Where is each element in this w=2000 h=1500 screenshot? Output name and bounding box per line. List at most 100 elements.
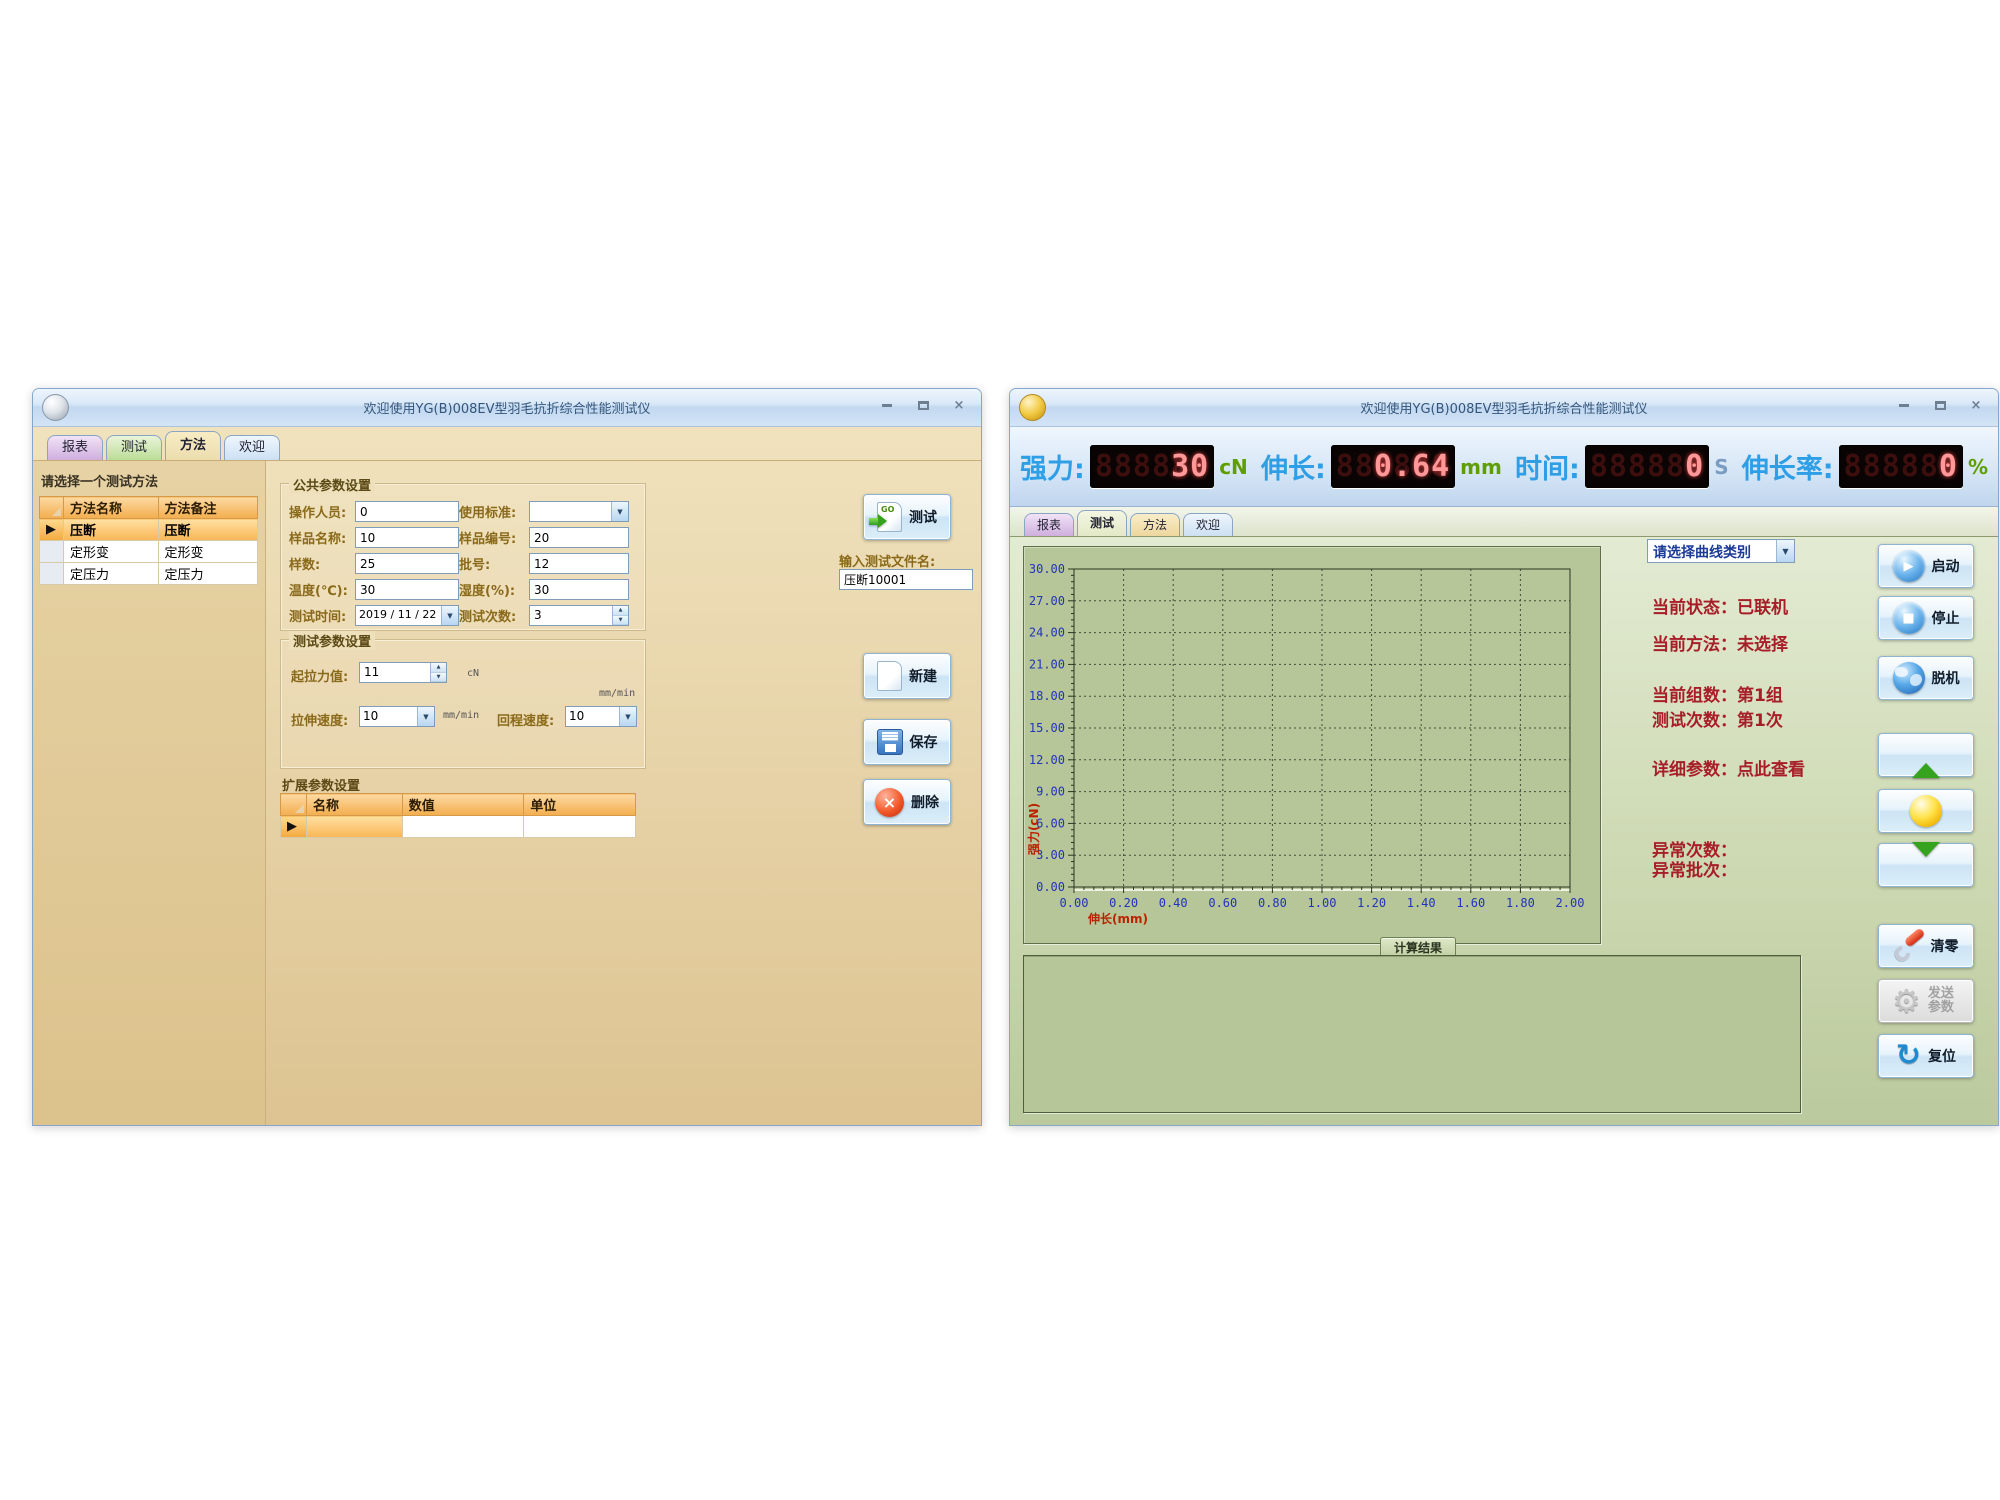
spin-up-icon[interactable]: ▲ bbox=[613, 606, 628, 616]
tab-report[interactable]: 报表 bbox=[1024, 513, 1075, 536]
method-name-cell[interactable]: 定形变 bbox=[62, 540, 159, 563]
window-title: 欢迎使用YG(B)008EV型羽毛抗折综合性能测试仪 bbox=[1360, 402, 1648, 417]
method-note-cell[interactable]: 压断 bbox=[157, 518, 259, 541]
spin-down-icon[interactable]: ▼ bbox=[613, 615, 628, 625]
new-button[interactable]: 新建 bbox=[863, 653, 951, 699]
sample-no-input[interactable] bbox=[529, 527, 629, 548]
calc-results-label[interactable]: 计算结果 bbox=[1380, 937, 1456, 956]
ext-table-header: 名称 数值 单位 bbox=[280, 793, 636, 816]
ext-name-cell[interactable] bbox=[305, 815, 403, 838]
method-note-cell[interactable]: 定形变 bbox=[157, 540, 259, 563]
run-test-button[interactable]: GO 测试 bbox=[863, 494, 951, 540]
start-force-value: 11 bbox=[364, 665, 380, 679]
maximize-button[interactable] bbox=[1932, 398, 1948, 412]
return-speed-unit: mm/min bbox=[599, 688, 636, 699]
curve-type-value: 请选择曲线类别 bbox=[1653, 545, 1751, 561]
humidity-input[interactable] bbox=[529, 579, 629, 600]
svg-text:2.00: 2.00 bbox=[1556, 896, 1585, 910]
offline-button[interactable]: 脱机 bbox=[1878, 656, 1974, 700]
test-times-value: 3 bbox=[534, 608, 542, 622]
tab-welcome[interactable]: 欢迎 bbox=[224, 435, 281, 460]
standard-select[interactable]: ▼ bbox=[529, 501, 629, 522]
stop-button[interactable]: ■ 停止 bbox=[1878, 596, 1974, 640]
new-document-icon bbox=[877, 661, 902, 691]
batch-no-input[interactable] bbox=[529, 553, 629, 574]
svg-text:0.40: 0.40 bbox=[1159, 896, 1188, 910]
titlebar[interactable]: 欢迎使用YG(B)008EV型羽毛抗折综合性能测试仪 × bbox=[1010, 389, 1998, 427]
table-row[interactable]: ▶ bbox=[280, 815, 636, 838]
method-name-cell[interactable]: 压断 bbox=[62, 518, 159, 541]
send-params-button[interactable]: ⚙ 发送参数 bbox=[1878, 979, 1974, 1023]
method-note-cell[interactable]: 定压力 bbox=[157, 562, 259, 585]
sample-count-input[interactable] bbox=[355, 553, 459, 574]
svg-text:21.00: 21.00 bbox=[1029, 657, 1065, 671]
tab-test[interactable]: 测试 bbox=[106, 435, 163, 460]
move-down-button[interactable] bbox=[1878, 842, 1974, 887]
temperature-input[interactable] bbox=[355, 579, 459, 600]
batch-no-label: 批号: bbox=[459, 558, 491, 573]
minimize-button[interactable] bbox=[1896, 398, 1912, 412]
maximize-button[interactable] bbox=[915, 398, 931, 412]
dropdown-icon[interactable]: ▼ bbox=[1776, 540, 1794, 562]
zero-button[interactable]: 清零 bbox=[1878, 924, 1974, 968]
reset-button-label: 复位 bbox=[1928, 1049, 1957, 1065]
hold-button[interactable] bbox=[1878, 789, 1974, 833]
test-params-group: 测试参数设置 起拉力值: 11 ▲ ▼ cN 拉伸速度: 10 bbox=[280, 631, 646, 769]
delete-button-label: 删除 bbox=[911, 795, 939, 811]
method-name-cell[interactable]: 定压力 bbox=[62, 562, 159, 585]
filename-input[interactable] bbox=[839, 569, 973, 590]
tab-test[interactable]: 测试 bbox=[1077, 510, 1128, 536]
test-times-stepper[interactable]: 3 ▲ ▼ bbox=[529, 605, 629, 626]
save-button[interactable]: 保存 bbox=[863, 719, 951, 765]
tab-method[interactable]: 方法 bbox=[165, 431, 222, 460]
dropdown-icon[interactable]: ▼ bbox=[619, 707, 636, 726]
reset-button[interactable]: ↻ 复位 bbox=[1878, 1034, 1974, 1078]
dropdown-icon[interactable]: ▼ bbox=[441, 606, 458, 625]
pull-speed-select[interactable]: 10 ▼ bbox=[359, 706, 435, 727]
elongation-unit: mm bbox=[1460, 454, 1502, 479]
return-speed-select[interactable]: 10 ▼ bbox=[565, 706, 637, 727]
pull-speed-value: 10 bbox=[363, 709, 379, 723]
table-row[interactable]: ▶ 压断 压断 bbox=[39, 518, 259, 541]
tab-method[interactable]: 方法 bbox=[1130, 513, 1181, 536]
table-row[interactable]: 定形变 定形变 bbox=[39, 540, 259, 563]
tab-report[interactable]: 报表 bbox=[47, 435, 104, 460]
ext-unit-cell[interactable] bbox=[523, 815, 636, 838]
start-force-stepper[interactable]: 11 ▲ ▼ bbox=[359, 662, 447, 683]
start-force-unit: cN bbox=[467, 668, 480, 679]
window-body: 报表 测试 方法 欢迎 请选择一个测试方法 方法名称 方法备注 bbox=[33, 427, 981, 1125]
titlebar[interactable]: 欢迎使用YG(B)008EV型羽毛抗折综合性能测试仪 × bbox=[33, 389, 981, 427]
dropdown-icon[interactable]: ▼ bbox=[611, 502, 628, 521]
minimize-icon bbox=[1899, 403, 1909, 407]
dropdown-icon[interactable]: ▼ bbox=[417, 707, 434, 726]
status-detail-params-link[interactable]: 详细参数：点此查看 bbox=[1652, 760, 1805, 780]
standard-value bbox=[530, 502, 611, 521]
spin-down-icon[interactable]: ▼ bbox=[431, 672, 446, 682]
force-label: 强力: bbox=[1020, 454, 1085, 485]
test-date-picker[interactable]: 2019 / 11 / 22 ▼ bbox=[355, 605, 459, 626]
svg-text:1.60: 1.60 bbox=[1456, 896, 1485, 910]
ext-value-cell[interactable] bbox=[401, 815, 525, 838]
close-button[interactable]: × bbox=[953, 397, 965, 413]
sample-name-input[interactable] bbox=[355, 527, 459, 548]
ext-params-table: 名称 数值 单位 ▶ bbox=[280, 793, 636, 838]
led-ghost-digits: 888888 bbox=[1843, 449, 1958, 484]
move-up-button[interactable] bbox=[1878, 733, 1974, 778]
operator-input[interactable] bbox=[355, 501, 459, 522]
test-date-value: 2019 / 11 / 22 bbox=[359, 608, 437, 621]
sample-count-label: 样数: bbox=[289, 558, 321, 573]
status-test-number: 测试次数：第1次 bbox=[1652, 711, 1783, 731]
common-params-group: 公共参数设置 操作人员: 使用标准: ▼ 样品名称: 样品编号: bbox=[280, 475, 646, 631]
table-row[interactable]: 定压力 定压力 bbox=[39, 562, 259, 585]
tab-welcome[interactable]: 欢迎 bbox=[1183, 513, 1234, 536]
svg-text:0.20: 0.20 bbox=[1109, 896, 1138, 910]
delete-button[interactable]: × 删除 bbox=[863, 779, 951, 825]
close-button[interactable]: × bbox=[1970, 397, 1982, 413]
start-button[interactable]: ▶ 启动 bbox=[1878, 544, 1974, 588]
minimize-button[interactable] bbox=[879, 398, 895, 412]
spin-up-icon[interactable]: ▲ bbox=[431, 663, 446, 673]
window-title: 欢迎使用YG(B)008EV型羽毛抗折综合性能测试仪 bbox=[363, 402, 651, 417]
stop-button-label: 停止 bbox=[1931, 611, 1960, 627]
curve-type-select[interactable]: 请选择曲线类别 ▼ bbox=[1647, 539, 1795, 563]
green-arrow-icon bbox=[869, 514, 887, 528]
